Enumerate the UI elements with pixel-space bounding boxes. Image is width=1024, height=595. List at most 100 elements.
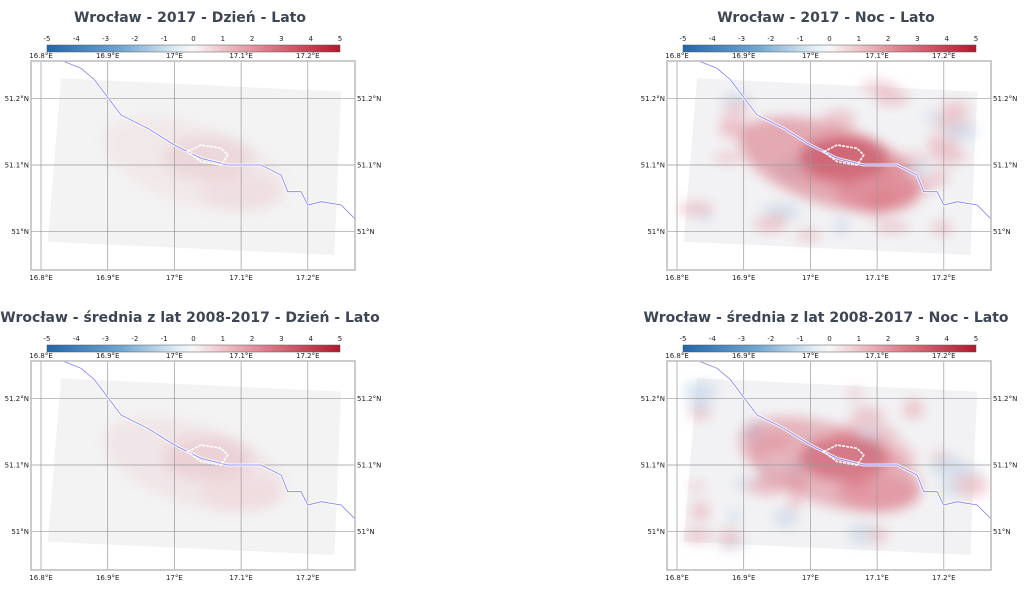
lat-tick-left: 51.2°N	[641, 395, 665, 403]
lon-tick-bottom: 16.8°E	[29, 274, 53, 282]
lon-tick-top: 17.2°E	[296, 352, 320, 360]
anomaly-patch	[939, 483, 964, 495]
colorbar-tick-label: 4	[308, 335, 313, 343]
lon-tick-top: 17.1°E	[229, 352, 253, 360]
colorbar-tick-label: 2	[250, 35, 254, 43]
lon-tick-bottom: 17.1°E	[865, 574, 889, 582]
anomaly-patch	[942, 123, 978, 140]
river-branch	[822, 444, 865, 466]
colorbar-tick-label: -2	[767, 35, 774, 43]
anomaly-patch	[873, 89, 910, 106]
lat-tick-right: 51.1°N	[357, 162, 381, 170]
anomaly-patch	[687, 393, 712, 412]
lon-tick-top: 17.1°E	[229, 52, 253, 60]
lat-tick-right: 51.2°N	[993, 395, 1017, 403]
anomaly-patch	[848, 522, 875, 546]
colorbar-gradient	[46, 44, 341, 53]
lon-tick-bottom: 16.8°E	[665, 574, 689, 582]
lon-tick-top: 16.8°E	[29, 352, 53, 360]
lat-tick-right: 51°N	[993, 228, 1011, 236]
colorbar-tick-label: 4	[944, 335, 949, 343]
colorbar-tick-label: -5	[680, 335, 687, 343]
colorbar-tick-label: -3	[738, 35, 745, 43]
lon-tick-bottom: 17°E	[802, 274, 819, 282]
map-frame	[30, 60, 356, 271]
colorbar-tick-label: 0	[827, 35, 831, 43]
lat-tick-right: 51.2°N	[357, 395, 381, 403]
lon-tick-bottom: 17°E	[802, 574, 819, 582]
colorbar-tick-label: 5	[338, 35, 342, 43]
colorbar-tick-label: 0	[191, 35, 195, 43]
river-oder	[64, 61, 355, 219]
anomaly-patch	[788, 493, 801, 511]
river-oder	[64, 361, 355, 519]
lat-tick-right: 51.1°N	[993, 162, 1017, 170]
anomaly-patch	[677, 201, 714, 216]
lon-tick-bottom: 16.8°E	[29, 574, 53, 582]
colorbar-tick-label: -1	[161, 35, 168, 43]
anomaly-patch	[683, 381, 719, 398]
colorbar-tick-label: 5	[974, 35, 978, 43]
colorbar-tick-label: -5	[44, 335, 51, 343]
colorbar-tick-label: 0	[827, 335, 831, 343]
lat-tick-left: 51°N	[647, 228, 665, 236]
lat-tick-left: 51.2°N	[5, 395, 29, 403]
panel-title: Wrocław - średnia z lat 2008-2017 - Dzie…	[0, 310, 380, 326]
lon-tick-top: 17°E	[802, 52, 819, 60]
panel-title: Wrocław - 2017 - Dzień - Lato	[74, 10, 306, 26]
map-area	[667, 361, 991, 570]
lon-tick-top: 17.2°E	[932, 52, 956, 60]
anomaly-patch	[720, 116, 736, 132]
lat-tick-left: 51°N	[11, 528, 29, 536]
urban-heat-center	[798, 136, 889, 181]
urban-heat-center	[798, 436, 889, 481]
lon-tick-top: 16.9°E	[96, 52, 120, 60]
colorbar-tick-label: -2	[131, 335, 138, 343]
anomaly-patch	[773, 508, 799, 528]
lon-tick-top: 16.8°E	[665, 52, 689, 60]
colorbar-tick-label: 2	[886, 335, 890, 343]
colorbar-tick-label: 3	[279, 335, 283, 343]
lon-tick-bottom: 17.1°E	[229, 274, 253, 282]
colorbar-tick-label: 1	[221, 335, 225, 343]
anomaly-patch	[754, 216, 777, 232]
lat-tick-left: 51.2°N	[5, 95, 29, 103]
colorbar-tick-label: -4	[73, 335, 81, 343]
anomaly-patch	[893, 440, 908, 452]
lat-tick-left: 51°N	[11, 228, 29, 236]
anomaly-patch	[940, 101, 971, 115]
colorbar-tick-label: -5	[44, 35, 51, 43]
river-branch	[186, 144, 229, 166]
colorbar-gradient	[46, 344, 341, 353]
lat-tick-right: 51°N	[357, 228, 375, 236]
lon-tick-top: 16.8°E	[665, 352, 689, 360]
lon-tick-bottom: 16.9°E	[732, 274, 756, 282]
lon-tick-bottom: 17.1°E	[229, 574, 253, 582]
lat-tick-right: 51°N	[993, 528, 1011, 536]
lon-tick-bottom: 17.2°E	[932, 274, 956, 282]
anomaly-patch	[683, 529, 714, 543]
lat-tick-right: 51.1°N	[357, 462, 381, 470]
colorbar-tick-label: -1	[797, 35, 804, 43]
lon-tick-top: 16.9°E	[96, 352, 120, 360]
lon-tick-top: 17.1°E	[865, 52, 889, 60]
graticule	[31, 361, 355, 570]
anomaly-patch	[848, 388, 862, 400]
colorbar: -5 -4 -3 -2 -1 0 1 2 3 4 5	[680, 335, 978, 353]
lat-tick-left: 51.1°N	[641, 462, 665, 470]
lon-tick-top: 16.9°E	[732, 52, 756, 60]
panel-title: Wrocław - średnia z lat 2008-2017 - Noc …	[644, 310, 1009, 326]
colorbar-tick-label: 0	[191, 335, 195, 343]
lon-tick-bottom: 16.9°E	[96, 274, 120, 282]
colorbar: -5 -4 -3 -2 -1 0 1 2 3 4 5	[44, 35, 342, 53]
colorbar-tick-label: 3	[915, 335, 919, 343]
map-frame	[30, 360, 356, 571]
colorbar-tick-label: -4	[73, 35, 81, 43]
colorbar-tick-label: 1	[221, 35, 225, 43]
lat-tick-left: 51.1°N	[5, 162, 29, 170]
lon-tick-top: 17.2°E	[296, 52, 320, 60]
lon-tick-bottom: 17.2°E	[296, 274, 320, 282]
lon-tick-top: 17.2°E	[932, 352, 956, 360]
colorbar-tick-label: 1	[857, 35, 861, 43]
lat-tick-left: 51.1°N	[641, 162, 665, 170]
